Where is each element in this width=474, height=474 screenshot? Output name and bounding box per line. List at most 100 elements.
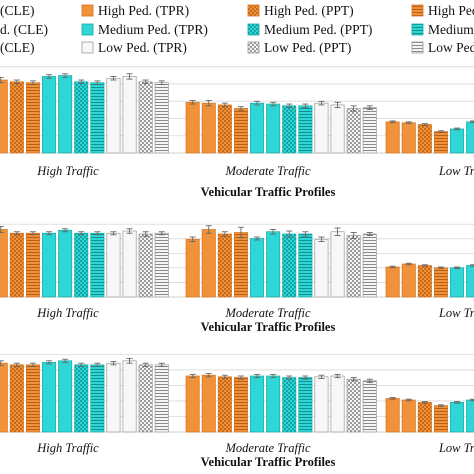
bar — [298, 233, 313, 298]
category-label: Moderate Traffic — [224, 306, 311, 320]
legend-swatch — [247, 41, 260, 54]
bar — [154, 82, 169, 154]
bar — [314, 238, 329, 298]
bar — [282, 233, 297, 298]
bar — [154, 364, 169, 433]
bar — [466, 399, 474, 433]
chart-panel-2: High Traffic Moderate Traffic Low Traffic V… — [0, 223, 474, 334]
bar — [217, 376, 232, 433]
bar — [330, 375, 345, 433]
bar — [138, 233, 153, 298]
bar — [385, 121, 400, 154]
x-axis-title: Vehicular Traffic Profiles — [201, 455, 336, 469]
category-label: Moderate Traffic — [224, 441, 311, 455]
bar — [417, 402, 432, 433]
legend-item: Low Ped. (TPR) — [81, 40, 187, 55]
bar — [266, 231, 281, 298]
bar — [42, 232, 57, 298]
bar — [201, 229, 216, 298]
chart-panel-3: High Traffic Moderate Traffic Low Traffic V… — [0, 353, 474, 469]
bar — [42, 362, 57, 433]
bar — [282, 377, 297, 433]
bar — [58, 229, 73, 298]
bar — [0, 229, 8, 298]
legend-label: (CLE) — [0, 3, 35, 18]
legend-label: High Ped. — [428, 3, 474, 18]
bar — [138, 364, 153, 433]
bar — [362, 107, 377, 154]
legend-swatch — [411, 41, 424, 54]
bar — [401, 263, 416, 298]
bar — [122, 360, 137, 433]
legend-label: High Ped. (TPR) — [98, 3, 189, 18]
legend-swatch — [81, 4, 94, 17]
bar — [74, 364, 89, 433]
bar — [9, 232, 24, 298]
legend-label: Low Ped. (TPR) — [98, 40, 187, 55]
bar — [266, 375, 281, 433]
bar — [90, 232, 105, 298]
category-label: Moderate Traffic — [224, 164, 311, 178]
bar — [25, 82, 40, 154]
bar — [385, 398, 400, 433]
legend-label: Medium — [428, 22, 474, 37]
bar — [185, 101, 200, 154]
bar — [266, 103, 281, 154]
legend-item: High Ped. (TPR) — [81, 3, 189, 18]
bar — [362, 380, 377, 433]
bar — [25, 364, 40, 433]
bar — [314, 102, 329, 154]
bar — [250, 102, 265, 154]
chart-panel-1: High Traffic Moderate Traffic Low Traffic V… — [0, 66, 474, 199]
bar — [122, 76, 137, 154]
legend-label: Low Ped. (PPT) — [264, 40, 351, 55]
legend-swatch — [81, 41, 94, 54]
bar — [346, 235, 361, 298]
bar — [417, 124, 432, 154]
legend-item: High Ped. — [411, 3, 474, 18]
legend-swatch — [247, 4, 260, 17]
legend: (CLE) High Ped. (TPR) High Ped. (PPT) High … — [0, 3, 474, 55]
bar — [185, 375, 200, 433]
x-axis-title: Vehicular Traffic Profiles — [201, 185, 336, 199]
bar — [466, 121, 474, 154]
legend-label: Low Ped. — [428, 40, 474, 55]
bar — [74, 232, 89, 298]
bar — [106, 77, 121, 154]
bar — [0, 362, 8, 433]
legend-item: Low Ped. — [411, 40, 474, 55]
bar — [401, 122, 416, 154]
bar — [298, 377, 313, 433]
bar — [9, 81, 24, 154]
bar — [330, 231, 345, 298]
chart-panels: High Traffic Moderate Traffic Low Traffic V… — [0, 66, 474, 469]
legend-item: (CLE) — [0, 3, 35, 18]
bar — [58, 360, 73, 433]
category-label: Low Traffic — [438, 441, 474, 455]
bar — [217, 104, 232, 154]
bar — [233, 232, 248, 298]
legend-item: Medium — [411, 22, 474, 37]
bar — [433, 131, 448, 154]
bar — [433, 267, 448, 298]
bar — [42, 76, 57, 154]
bar — [58, 75, 73, 154]
bar — [217, 233, 232, 298]
legend-label: (CLE) — [0, 40, 35, 55]
bar — [362, 233, 377, 298]
bar — [122, 230, 137, 298]
x-axis-title: Vehicular Traffic Profiles — [201, 320, 336, 334]
bar — [298, 105, 313, 154]
bar — [433, 405, 448, 433]
legend-item: High Ped. (PPT) — [247, 3, 354, 18]
bar — [250, 238, 265, 298]
bar — [233, 377, 248, 433]
bar — [25, 232, 40, 298]
bar — [201, 102, 216, 154]
bar — [417, 265, 432, 298]
bar — [450, 267, 465, 298]
bar — [90, 364, 105, 433]
legend-swatch — [411, 4, 424, 17]
legend-label: Medium Ped. (PPT) — [264, 22, 372, 37]
